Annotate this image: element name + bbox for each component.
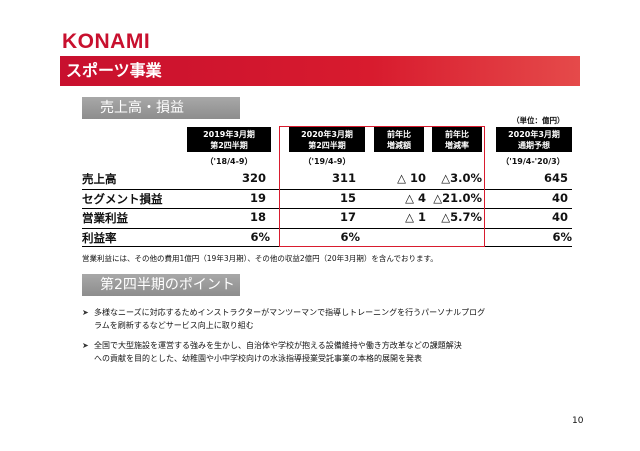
header-rate-line2: 増減率 [445,141,469,150]
cell-operating-rate: △5.7% [441,210,482,224]
footnote: 営業利益には、その他の費用1億円（19年3月期）、その他の収益2億円（20年3月… [82,254,438,263]
bullet-item: ➤ 全国で大型施設を運営する強みを生かし、自治体や学校が抱える設備維持や働き方改… [82,339,582,365]
cell-sales-curr: 311 [331,171,356,185]
row-divider [82,228,572,229]
header-yoy-diff: 前年比 増減額 [374,127,424,152]
subheader-prev-range: （'18/4-9） [205,157,253,166]
cell-margin-prev: 6% [250,230,270,244]
bullet-line: 全国で大型施設を運営する強みを生かし、自治体や学校が抱える設備維持や働き方改革な… [94,341,462,350]
cell-operating-forecast: 40 [551,210,568,224]
header-forecast-label: 通期予想 [518,141,550,150]
bullet-line: への貢献を目的とした、幼稚園や小中学校向けの水泳指導授業受託事業の本格的展開を発… [94,354,422,363]
cell-segment-prev: 19 [249,191,266,205]
row-label-operating-income: 営業利益 [82,211,128,225]
header-yoy-rate: 前年比 増減率 [432,127,482,152]
cell-operating-diff: △ 1 [405,210,426,224]
header-curr-quarter: 第2四半期 [308,141,346,150]
bullet-line: ラムを刷新するなどサービス向上に取り組む [94,321,254,330]
subheader-curr-range: （'19/4-9） [303,157,351,166]
cell-segment-diff: △ 4 [405,191,426,205]
bullet-item: ➤ 多様なニーズに対応するためインストラクターがマンツーマンで指導しトレーニング… [82,306,582,332]
header-prev-year: 2019年3月期 [203,130,255,139]
header-rate-line1: 前年比 [445,130,469,139]
page-title: スポーツ事業 [60,56,580,86]
subheader-forecast-range: （'19/4-'20/3） [501,157,565,166]
arrow-bullet-icon: ➤ [82,341,89,350]
row-label-segment-profit: セグメント損益 [82,192,163,206]
row-label-profit-margin: 利益率 [82,231,117,245]
header-forecast-year: 2020年3月期 [508,130,560,139]
row-divider [82,189,572,190]
konami-logo: KONAMI [62,30,151,53]
cell-sales-prev: 320 [241,171,266,185]
cell-operating-prev: 18 [249,210,266,224]
cell-sales-forecast: 645 [543,171,568,185]
header-curr-period: 2020年3月期 第2四半期 [289,127,365,152]
cell-margin-curr: 6% [340,230,360,244]
header-diff-line2: 増減額 [387,141,411,150]
highlight-box [279,126,485,247]
header-prev-period: 2019年3月期 第2四半期 [187,127,271,152]
unit-label: （単位：億円） [512,116,565,125]
section-title-sales: 売上高・損益 [82,97,240,119]
header-prev-quarter: 第2四半期 [210,141,248,150]
page-number: 10 [572,416,584,426]
header-curr-year: 2020年3月期 [301,130,353,139]
section-title-points: 第2四半期のポイント [82,274,240,296]
cell-sales-rate: △3.0% [441,171,482,185]
cell-segment-rate: △21.0% [433,191,482,205]
cell-segment-forecast: 40 [551,191,568,205]
cell-operating-curr: 17 [339,210,356,224]
cell-margin-forecast: 6% [552,230,572,244]
row-divider [82,208,572,209]
cell-sales-diff: △ 10 [397,171,426,185]
bullet-line: 多様なニーズに対応するためインストラクターがマンツーマンで指導しトレーニングを行… [94,308,486,317]
cell-segment-curr: 15 [339,191,356,205]
arrow-bullet-icon: ➤ [82,308,89,317]
header-forecast: 2020年3月期 通期予想 [496,127,572,152]
header-diff-line1: 前年比 [387,130,411,139]
row-label-sales: 売上高 [82,172,117,186]
